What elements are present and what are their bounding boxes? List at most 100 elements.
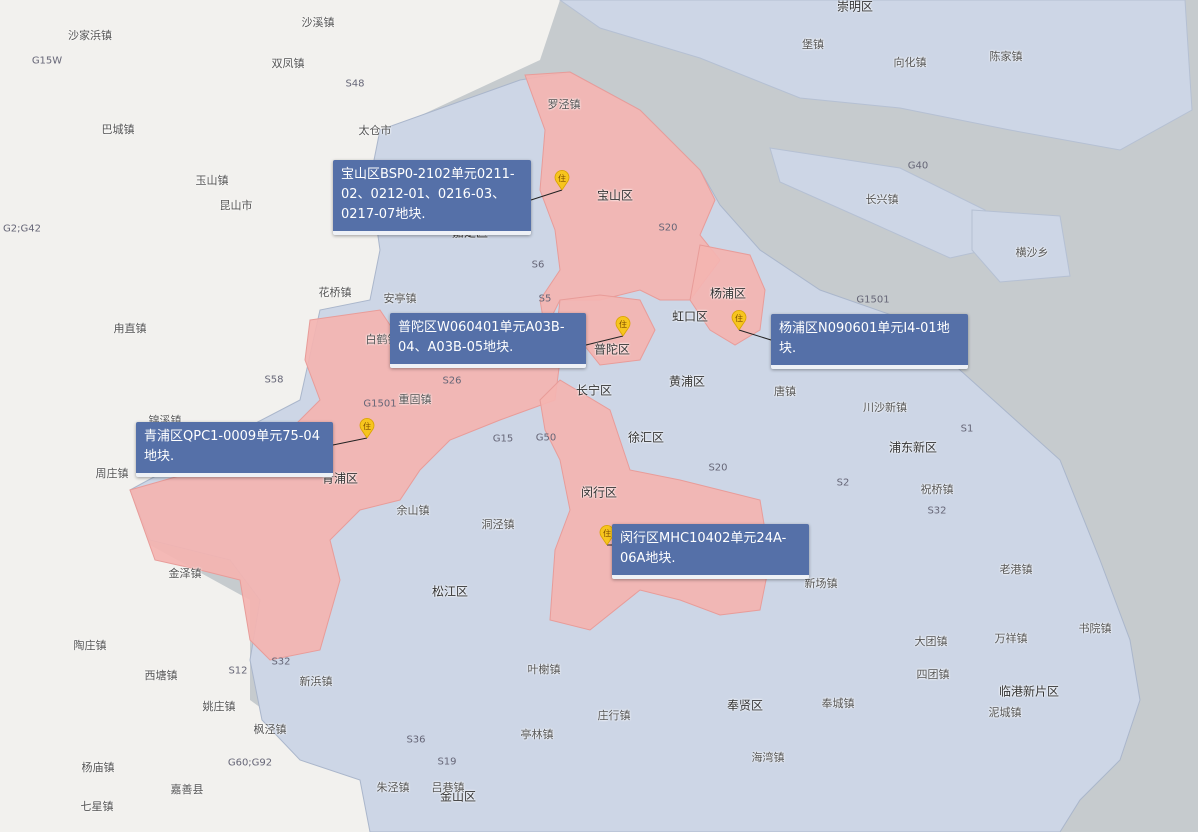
town-label: 杨庙镇 <box>81 761 115 774</box>
town-label: 大团镇 <box>914 635 948 648</box>
district-label: 奉贤区 <box>726 698 764 713</box>
district-label: 普陀区 <box>593 342 631 357</box>
baoshan-highlight[interactable] <box>524 71 721 332</box>
district-label: 虹口区 <box>671 309 709 324</box>
town-label: 吕巷镇 <box>431 781 465 794</box>
district-label: 徐汇区 <box>627 430 665 445</box>
town-label: 长兴镇 <box>865 193 899 206</box>
district-label: 闵行区 <box>580 485 618 500</box>
town-label: 玉山镇 <box>195 174 229 187</box>
callout-minhang[interactable]: 闵行区MHC10402单元24A-06A地块. <box>612 524 809 579</box>
town-label: 叶榭镇 <box>527 663 561 676</box>
district-label: 金山区 <box>439 789 477 804</box>
town-label: 向化镇 <box>893 56 927 69</box>
road-label: S6 <box>531 259 545 271</box>
road-label: S32 <box>927 505 947 517</box>
district-label: 杨浦区 <box>709 286 747 301</box>
callout-qingpu[interactable]: 青浦区QPC1-0009单元75-04地块. <box>136 422 333 477</box>
town-label: 西塘镇 <box>144 669 178 682</box>
road-label: S12 <box>228 665 248 677</box>
yangpu-highlight[interactable] <box>689 244 766 346</box>
svg-text:住: 住 <box>363 421 371 431</box>
district-label: 临港新片区 <box>998 684 1060 699</box>
town-label: 祝桥镇 <box>920 483 954 496</box>
town-label: 巴城镇 <box>101 123 135 136</box>
road-label: S1 <box>960 423 974 435</box>
road-label: S20 <box>708 462 728 474</box>
district-label: 崇明区 <box>836 0 874 14</box>
town-label: 横沙乡 <box>1015 246 1049 259</box>
town-label: 陶庄镇 <box>73 639 107 652</box>
town-label: 七星镇 <box>80 800 114 813</box>
town-label: 昆山市 <box>219 199 253 212</box>
residential-marker-icon[interactable]: 住 <box>359 417 375 439</box>
svg-text:住: 住 <box>735 313 743 323</box>
callout-baoshan[interactable]: 宝山区BSP0-2102单元0211-02、0212-01、0216-03、02… <box>333 160 531 235</box>
town-label: 花桥镇 <box>318 286 352 299</box>
town-label: 朱泾镇 <box>376 781 410 794</box>
district-label: 长宁区 <box>575 383 613 398</box>
town-label: 新场镇 <box>804 577 838 590</box>
svg-text:住: 住 <box>558 173 566 183</box>
town-label: 枫泾镇 <box>253 723 287 736</box>
town-label: 庄行镇 <box>597 709 631 722</box>
callout-putuo[interactable]: 普陀区W060401单元A03B-04、A03B-05地块. <box>390 313 586 368</box>
road-label: G15W <box>31 55 63 67</box>
town-label: 万祥镇 <box>994 632 1028 645</box>
road-label: S26 <box>442 375 462 387</box>
town-label: 奉城镇 <box>821 697 855 710</box>
callout-text: 青浦区QPC1-0009单元75-04地块. <box>144 429 320 464</box>
changxing-island <box>769 147 996 259</box>
callout-text: 杨浦区N090601单元I4-01地块. <box>779 321 950 356</box>
district-label: 黄浦区 <box>668 374 706 389</box>
town-label: 安亭镇 <box>383 292 417 305</box>
town-label: 洞泾镇 <box>481 518 515 531</box>
town-label: 金泽镇 <box>168 567 202 580</box>
callout-yangpu[interactable]: 杨浦区N090601单元I4-01地块. <box>771 314 968 369</box>
road-label: S58 <box>264 374 284 386</box>
town-label: 沙家浜镇 <box>68 29 112 42</box>
road-label: G2;G42 <box>3 223 41 235</box>
road-label: G1501 <box>363 398 397 410</box>
residential-marker-icon[interactable]: 住 <box>731 309 747 331</box>
road-label: G60;G92 <box>227 757 273 769</box>
town-label: 陈家镇 <box>989 50 1023 63</box>
road-label: S20 <box>658 222 678 234</box>
town-label: 甪直镇 <box>113 322 147 335</box>
road-label: G15 <box>492 433 514 445</box>
road-label: G40 <box>907 160 929 172</box>
residential-marker-icon[interactable]: 住 <box>615 315 631 337</box>
svg-text:住: 住 <box>603 528 611 538</box>
land-area <box>0 0 560 832</box>
town-label: 太仓市 <box>358 124 392 137</box>
road-label: S32 <box>271 656 291 668</box>
road-label: S5 <box>538 293 552 305</box>
town-label: 重固镇 <box>398 393 432 406</box>
callout-text: 普陀区W060401单元A03B-04、A03B-05地块. <box>398 320 565 355</box>
town-label: 沙溪镇 <box>301 16 335 29</box>
town-label: 书院镇 <box>1078 622 1112 635</box>
residential-marker-icon[interactable]: 住 <box>554 169 570 191</box>
town-label: 四团镇 <box>916 668 950 681</box>
town-label: 双凤镇 <box>271 57 305 70</box>
town-label: 老港镇 <box>999 563 1033 576</box>
town-label: 余山镇 <box>396 504 430 517</box>
town-label: 唐镇 <box>774 385 796 398</box>
town-label: 嘉善县 <box>170 783 204 796</box>
town-label: 泥城镇 <box>988 706 1022 719</box>
road-label: S36 <box>406 734 426 746</box>
town-label: 堡镇 <box>802 38 824 51</box>
shanghai-mainland <box>129 71 1141 832</box>
road-label: G1501 <box>856 294 890 306</box>
town-label: 姚庄镇 <box>202 700 236 713</box>
district-label: 宝山区 <box>596 188 634 203</box>
road-label: S48 <box>345 78 365 90</box>
callout-leader-lines <box>332 189 772 546</box>
road-label: S2 <box>836 477 850 489</box>
callout-text: 宝山区BSP0-2102单元0211-02、0212-01、0216-03、02… <box>341 167 515 222</box>
svg-text:住: 住 <box>619 319 627 329</box>
district-label: 浦东新区 <box>888 440 938 455</box>
chongming-island <box>559 0 1193 151</box>
town-label: 川沙新镇 <box>863 401 907 414</box>
